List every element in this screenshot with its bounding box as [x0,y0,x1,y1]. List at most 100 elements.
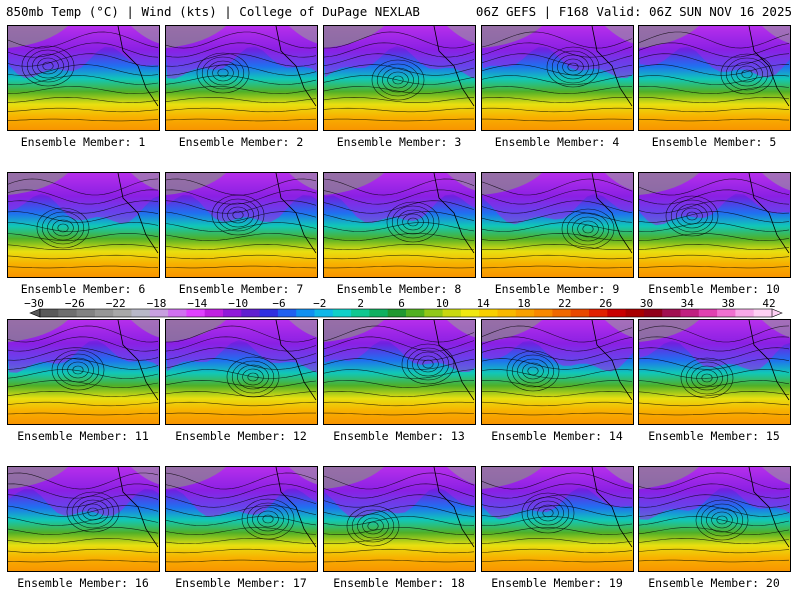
colorbar-tick-label: −18 [147,297,167,310]
model-run-info: 06Z GEFS | F168 Valid: 06Z SUN NOV 16 20… [475,4,792,19]
colorbar-tick-label: 14 [477,297,491,310]
ensemble-member-map [165,172,318,278]
ensemble-member-map [481,466,634,572]
colorbar-swatch [680,309,700,317]
ensemble-member-label: Ensemble Member: 20 [648,576,780,590]
colorbar-swatch [168,309,187,317]
colorbar-swatch [643,309,663,317]
colorbar-tick-label: 22 [558,297,571,310]
colorbar-swatch [387,309,407,317]
colorbar-high-arrow [771,308,783,318]
colorbar-swatch [149,309,169,317]
ensemble-member-map [165,466,318,572]
colorbar-swatch [607,309,626,317]
temperature-colorbar: −30 −26 −22 −18 −14 −10 −6 −2 2 6 10 14 18 22 26 30 34 38… [24,297,783,318]
colorbar-swatch [717,309,736,317]
colorbar-tick-label: −14 [187,297,207,310]
colorbar-tick-label: −10 [228,297,248,310]
ensemble-member-label: Ensemble Member: 5 [651,135,777,149]
ensemble-member-map [638,466,791,572]
ensemble-member-map [7,466,160,572]
ensemble-member-label: Ensemble Member: 17 [175,576,307,590]
ensemble-member-map [638,25,791,131]
colorbar-swatch [113,309,132,317]
colorbar-swatch [351,309,370,317]
ensemble-member-map [481,172,634,278]
colorbar-swatch [497,309,517,317]
ensemble-member-label: Ensemble Member: 8 [336,282,462,296]
ensemble-member-label: Ensemble Member: 2 [178,135,304,149]
ensemble-member-label: Ensemble Member: 18 [333,576,465,590]
colorbar-tick-label: 18 [517,297,530,310]
ensemble-member-label: Ensemble Member: 11 [17,429,149,443]
colorbar-tick-label: 42 [762,297,775,310]
colorbar-swatch [277,309,297,317]
colorbar-swatch [460,309,480,317]
colorbar-tick-label: 38 [722,297,735,310]
ensemble-member-label: Ensemble Member: 9 [494,282,620,296]
colorbar-swatch [369,309,389,317]
colorbar-low-arrow [29,308,41,318]
colorbar-swatch [625,309,645,317]
colorbar-swatch [131,309,151,317]
colorbar-swatch [735,309,755,317]
ensemble-member-map [323,466,476,572]
ensemble-member-label: Ensemble Member: 16 [17,576,149,590]
colorbar-swatch [570,309,590,317]
colorbar-swatch [589,309,608,317]
colorbar-swatch [223,309,242,317]
colorbar-swatch [76,309,96,317]
colorbar-swatch [442,309,462,317]
colorbar-tick-label: 26 [599,297,612,310]
colorbar-swatch [241,309,260,317]
ensemble-member-label: Ensemble Member: 12 [175,429,307,443]
map-title: 850mb Temp (°C) | Wind (kts) | College o… [6,4,420,19]
colorbar-tick-label: −2 [313,297,326,310]
colorbar-swatch [534,309,553,317]
colorbar-tick-label: −30 [24,297,44,310]
ensemble-member-map [481,319,634,425]
colorbar-swatch [186,309,206,317]
colorbar-swatch [204,309,224,317]
colorbar-swatch [40,309,59,317]
colorbar-swatch [332,309,352,317]
ensemble-member-label: Ensemble Member: 1 [20,135,146,149]
colorbar-swatch [753,309,773,317]
colorbar-tick-label: 34 [681,297,695,310]
colorbar-tick-label: −22 [106,297,126,310]
colorbar-swatch [479,309,498,317]
ensemble-member-map [323,172,476,278]
colorbar-tick-label: −6 [272,297,285,310]
ensemble-member-map [638,172,791,278]
ensemble-member-label: Ensemble Member: 3 [336,135,462,149]
ensemble-member-label: Ensemble Member: 15 [648,429,780,443]
ensemble-member-label: Ensemble Member: 4 [494,135,620,149]
colorbar-swatch [552,309,572,317]
ensemble-member-label: Ensemble Member: 7 [178,282,304,296]
colorbar-swatch [406,309,425,317]
ensemble-member-map [7,319,160,425]
ensemble-member-label: Ensemble Member: 19 [491,576,623,590]
ensemble-member-label: Ensemble Member: 13 [333,429,465,443]
ensemble-member-label: Ensemble Member: 14 [491,429,623,443]
colorbar-swatch [314,309,334,317]
colorbar-swatch [698,309,718,317]
colorbar-tick-label: 2 [357,297,364,310]
colorbar-swatch [515,309,535,317]
colorbar-swatch [94,309,114,317]
colorbar-swatch [424,309,443,317]
colorbar-tick-label: −26 [65,297,85,310]
colorbar-swatch [296,309,315,317]
ensemble-member-map [7,25,160,131]
colorbar-swatch [662,309,681,317]
ensemble-member-map [481,25,634,131]
colorbar-tick-label: 6 [398,297,405,310]
ensemble-member-map [165,319,318,425]
colorbar-tick-label: 30 [640,297,653,310]
ensemble-member-map [7,172,160,278]
ensemble-member-map [323,319,476,425]
colorbar-tick-label: 10 [436,297,449,310]
colorbar-swatch [58,309,77,317]
ensemble-member-label: Ensemble Member: 6 [20,282,146,296]
ensemble-member-map [323,25,476,131]
